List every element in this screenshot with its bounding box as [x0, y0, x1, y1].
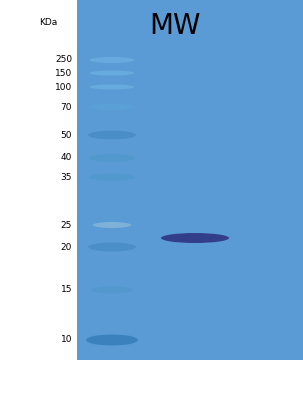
- Ellipse shape: [89, 154, 135, 162]
- Text: 10: 10: [61, 336, 72, 345]
- Text: 100: 100: [55, 83, 72, 92]
- Ellipse shape: [89, 57, 135, 63]
- Ellipse shape: [86, 334, 138, 345]
- Text: 25: 25: [61, 220, 72, 230]
- Ellipse shape: [93, 222, 131, 228]
- Text: KDa: KDa: [39, 18, 57, 27]
- Text: MW: MW: [149, 12, 201, 40]
- Text: 70: 70: [61, 103, 72, 112]
- Ellipse shape: [89, 70, 135, 75]
- Text: 50: 50: [61, 130, 72, 140]
- Text: 15: 15: [61, 285, 72, 294]
- Ellipse shape: [89, 173, 135, 180]
- Text: 35: 35: [61, 173, 72, 182]
- Text: 40: 40: [61, 154, 72, 162]
- Ellipse shape: [91, 286, 133, 294]
- Ellipse shape: [88, 130, 136, 140]
- Ellipse shape: [89, 103, 135, 110]
- Ellipse shape: [88, 242, 136, 252]
- Text: 150: 150: [55, 68, 72, 77]
- Text: 20: 20: [61, 242, 72, 252]
- Ellipse shape: [89, 84, 135, 90]
- Ellipse shape: [161, 233, 229, 243]
- Bar: [77, 0, 303, 360]
- Text: 250: 250: [55, 55, 72, 64]
